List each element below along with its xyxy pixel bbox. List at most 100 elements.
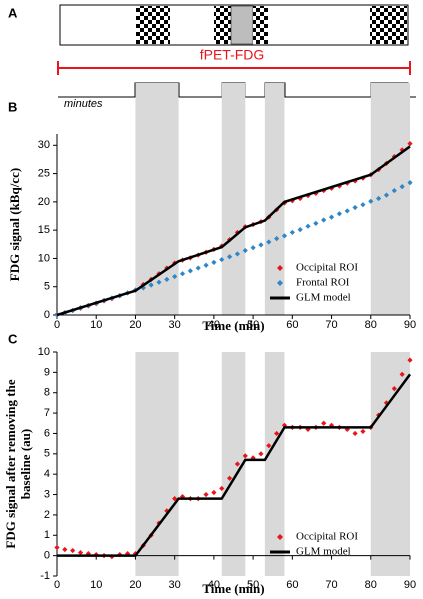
- x-tick-label: 10: [90, 319, 102, 331]
- shaded-block: [135, 83, 179, 315]
- data-point: [172, 273, 178, 280]
- y-tick-label: 3: [44, 488, 50, 500]
- data-point: [203, 262, 209, 268]
- data-point: [336, 183, 342, 189]
- x-tick-label: 20: [129, 319, 141, 331]
- panel-a: A fPET-FDG minutes 10 5 5 10: [8, 4, 416, 110]
- data-point: [376, 195, 382, 202]
- data-point: [399, 371, 405, 377]
- shaded-block: [370, 352, 410, 576]
- x-tick-label: 90: [404, 319, 416, 331]
- y-tick-label: 10: [38, 252, 50, 264]
- data-point: [172, 496, 178, 502]
- protocol-label: fPET-FDG: [200, 47, 265, 63]
- y-tick-label: 30: [38, 139, 50, 151]
- data-point: [250, 245, 256, 251]
- y-axis-label: FDG signal after removing the: [3, 379, 18, 548]
- y-axis-label: baseline (au): [18, 429, 33, 499]
- data-point: [62, 546, 68, 553]
- y-tick-label: 0: [44, 309, 50, 321]
- legend-label: Occipital ROI: [296, 262, 358, 274]
- data-point: [187, 268, 193, 274]
- y-tick-label: 7: [44, 407, 50, 419]
- data-point: [266, 239, 272, 245]
- data-point: [274, 236, 280, 242]
- y-tick-label: 2: [44, 509, 50, 521]
- x-tick-label: 0: [54, 579, 60, 591]
- x-tick-label: 50: [247, 319, 259, 331]
- data-point: [219, 256, 225, 263]
- data-point: [352, 204, 358, 211]
- chart: B 0 5 10 15 20 25 30 0 10 20 30 40 50 60 70 80 90 Time (mi…: [7, 83, 416, 333]
- data-point: [125, 551, 131, 557]
- legend-swatch: [277, 265, 283, 271]
- data-point: [313, 220, 319, 226]
- data-point: [148, 282, 154, 288]
- data-point: [195, 265, 201, 271]
- legend-swatch: [277, 280, 283, 286]
- y-tick-label: 5: [44, 281, 50, 293]
- data-point: [250, 455, 256, 461]
- legend-label: Occipital ROI: [296, 531, 358, 543]
- data-point: [179, 271, 186, 277]
- x-tick-label: 20: [129, 579, 141, 591]
- x-tick-label: 30: [169, 319, 181, 331]
- checkerboard: [253, 6, 268, 44]
- timeline-label: minutes: [64, 98, 103, 110]
- legend-label: GLM model: [296, 292, 351, 304]
- data-point: [407, 357, 413, 363]
- data-point: [164, 276, 170, 282]
- y-tick-label: 25: [38, 168, 50, 180]
- data-point: [266, 443, 272, 449]
- data-point: [305, 223, 311, 229]
- data-point: [242, 453, 248, 459]
- data-point: [85, 551, 91, 557]
- model-line: [57, 373, 412, 557]
- x-tick-label: 80: [365, 579, 377, 591]
- y-tick-label: 0: [44, 550, 50, 562]
- data-point: [352, 430, 358, 437]
- shaded-block: [221, 83, 246, 315]
- model-line: [56, 145, 411, 317]
- data-point: [54, 544, 60, 551]
- legend-label: Frontal ROI: [296, 277, 350, 289]
- panel-label: B: [8, 99, 17, 114]
- y-tick-label: 10: [38, 346, 50, 358]
- data-point: [399, 147, 405, 153]
- x-tick-label: 70: [325, 319, 337, 331]
- legend-swatch: [277, 534, 283, 540]
- checkerboard: [214, 6, 231, 44]
- x-tick-label: 80: [365, 319, 377, 331]
- x-tick-label: 70: [325, 579, 337, 591]
- x-tick-label: 90: [404, 579, 416, 591]
- x-tick-label: 40: [208, 579, 220, 591]
- legend-label: GLM model: [296, 546, 351, 558]
- panel-label: C: [8, 331, 18, 346]
- data-point: [407, 180, 413, 186]
- checkerboard: [136, 6, 170, 44]
- data-point: [219, 485, 225, 492]
- data-point: [258, 242, 264, 248]
- data-point: [321, 420, 327, 426]
- data-point: [321, 217, 327, 223]
- x-tick-label: 60: [286, 579, 298, 591]
- shaded-block: [264, 352, 285, 576]
- data-point: [140, 285, 146, 291]
- data-point: [179, 493, 186, 500]
- y-tick-label: 8: [44, 387, 50, 399]
- data-point: [344, 208, 350, 214]
- data-point: [226, 254, 233, 260]
- data-point: [211, 489, 217, 496]
- x-tick-label: 50: [247, 579, 259, 591]
- x-tick-label: 10: [90, 579, 102, 591]
- data-point: [391, 187, 397, 194]
- y-tick-label: 4: [44, 468, 50, 480]
- data-point: [328, 214, 335, 220]
- y-axis-label: FDG signal (kBq/cc): [7, 168, 22, 281]
- chart: C -1 0 1 2 3 4 5 6 7 8 9 10 0 10 20 30 40 50 60 70 80 90 Time (…: [3, 331, 416, 596]
- y-tick-label: 6: [44, 427, 50, 439]
- checkerboard: [370, 6, 407, 44]
- data-point: [211, 259, 217, 265]
- data-point: [313, 190, 319, 196]
